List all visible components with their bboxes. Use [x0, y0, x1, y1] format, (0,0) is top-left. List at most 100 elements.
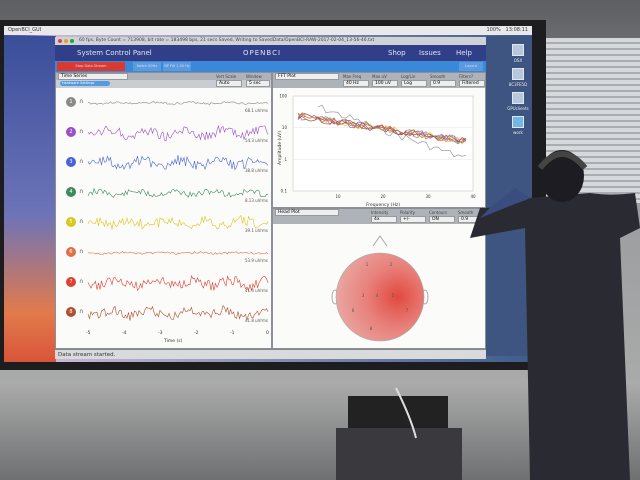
- control-select[interactable]: 40 Hz: [343, 80, 369, 87]
- headphone-impedance-icon[interactable]: ∩: [79, 218, 84, 225]
- issues-link[interactable]: Issues: [419, 49, 441, 57]
- menubar-app[interactable]: OpenBCI_GUI: [8, 27, 42, 33]
- desktop-wallpaper: [4, 36, 56, 362]
- widget-select[interactable]: FFT Plot: [275, 73, 339, 80]
- file-icon[interactable]: [512, 68, 524, 80]
- control-label: Polarity: [400, 210, 415, 215]
- channel-rms: 53.9 uVrms: [244, 258, 268, 263]
- control-select[interactable]: 0.9: [430, 80, 456, 87]
- fft-series-line: [297, 112, 467, 143]
- drive-icon[interactable]: [512, 44, 524, 56]
- channel-toggle-button[interactable]: 2: [66, 127, 76, 137]
- channel-toggle-button[interactable]: 7: [66, 277, 76, 287]
- control-select[interactable]: Log: [401, 80, 427, 87]
- fft-series-line: [297, 112, 467, 144]
- channel-rms: 8.13 uVrms: [244, 198, 268, 203]
- maximize-button[interactable]: [70, 39, 74, 43]
- control-select[interactable]: +/-: [400, 216, 426, 223]
- channel-toggle-button[interactable]: 4: [66, 187, 76, 197]
- x-tick-label: -1: [230, 331, 235, 336]
- control-label: Max Freq: [343, 74, 362, 79]
- control-select[interactable]: Filtered: [459, 80, 485, 87]
- channel-toggle-button[interactable]: 3: [66, 157, 76, 167]
- headphone-impedance-icon[interactable]: ∩: [79, 128, 84, 135]
- headphone-impedance-icon[interactable]: ∩: [79, 248, 84, 255]
- folder-icon[interactable]: [512, 116, 524, 128]
- hardware-settings-button[interactable]: Hardware Settings: [60, 81, 110, 86]
- channel-row: 1 ∩ 68.1 uVrms: [60, 89, 270, 117]
- channel-trace: [87, 214, 269, 230]
- file-icon[interactable]: [512, 92, 524, 104]
- x-axis-label: Frequency (Hz): [366, 202, 400, 208]
- time-series-traces: [87, 101, 269, 322]
- headphone-impedance-icon[interactable]: ∩: [79, 278, 84, 285]
- time-series-panel: Time Series Vert Scale Window Hardware S…: [55, 72, 272, 349]
- control-label: Log/Lin: [401, 74, 416, 79]
- vert-scale-select[interactable]: Auto: [216, 80, 242, 87]
- notch-filter-button[interactable]: Notch 60Hz: [133, 62, 161, 71]
- status-bar: Data stream started.: [55, 349, 486, 359]
- control-label: Intensity: [371, 210, 389, 215]
- layout-button[interactable]: Layout: [459, 62, 483, 71]
- desktop-icon-label: 8C3FE5D: [508, 82, 528, 87]
- electrode-label: 2: [390, 262, 393, 267]
- control-label: Max uV: [372, 74, 387, 79]
- headphone-impedance-icon[interactable]: ∩: [79, 188, 84, 195]
- head-plot-panel: Head Plot Intensity 4x Polarity +/- Contours…: [272, 208, 486, 349]
- channel-rms: 39.1 uVrms: [244, 228, 268, 233]
- person-wearing-eeg-headset: [470, 150, 640, 480]
- electrode-label: 6: [352, 308, 355, 313]
- channel-toggle-button[interactable]: 6: [66, 247, 76, 257]
- channel-row: 6 ∩ 53.9 uVrms: [60, 239, 270, 267]
- channel-row: 5 ∩ 39.1 uVrms: [60, 209, 270, 237]
- x-tick-label: 40: [470, 194, 476, 199]
- toolbar: Stop Data Stream Notch 60Hz BP Filt 1-50…: [55, 61, 486, 72]
- channel-toggle-button[interactable]: 1: [66, 97, 76, 107]
- electrode-label: 7: [406, 308, 409, 313]
- control-select[interactable]: 100 uV: [372, 80, 398, 87]
- channel-row: 7 ∩ 41.4 uVrms: [60, 269, 270, 297]
- stop-data-stream-button[interactable]: Stop Data Stream: [57, 62, 125, 71]
- control-select[interactable]: 4x: [371, 216, 397, 223]
- battery-status: 100%: [486, 27, 501, 33]
- electrode-label: 5: [392, 293, 395, 298]
- help-link[interactable]: Help: [456, 49, 472, 57]
- electrode-label: 1: [366, 262, 369, 267]
- head-plot-header: Head Plot Intensity 4x Polarity +/- Contours…: [273, 209, 485, 224]
- y-tick-label: 1: [284, 157, 287, 162]
- control-label: Smooth: [458, 210, 474, 215]
- x-tick-label: -2: [194, 331, 199, 336]
- shop-link[interactable]: Shop: [388, 49, 406, 57]
- window-select[interactable]: 5 sec: [246, 80, 270, 87]
- channel-rms: 38.8 uVrms: [244, 168, 268, 173]
- widget-select[interactable]: Time Series: [58, 73, 128, 80]
- control-label: Contours: [429, 210, 448, 215]
- channel-toggle-button[interactable]: 8: [66, 307, 76, 317]
- close-button[interactable]: [58, 39, 62, 43]
- channel-row: 4 ∩ 8.13 uVrms: [60, 179, 270, 207]
- window-title: 60 fps, Byte Count = 713908, bit rate = …: [79, 38, 375, 43]
- head-nose: [372, 235, 388, 247]
- x-tick-label: 30: [425, 194, 431, 199]
- y-tick-label: 10: [282, 125, 288, 130]
- mac-menubar: OpenBCI_GUI 100% 13:08:11: [4, 26, 532, 35]
- headphone-impedance-icon[interactable]: ∩: [79, 158, 84, 165]
- desktop-icon-label: work: [513, 130, 523, 135]
- control-select[interactable]: ON: [429, 216, 455, 223]
- widget-select[interactable]: Head Plot: [275, 209, 339, 216]
- desktop-icon-label: OSX: [513, 58, 523, 63]
- bandpass-filter-button[interactable]: BP Filt 1-50 Hz: [163, 62, 191, 71]
- control-label: Filters?: [459, 74, 474, 79]
- minimize-button[interactable]: [64, 39, 68, 43]
- channel-rms: 68.1 uVrms: [244, 108, 268, 113]
- system-control-panel-button[interactable]: System Control Panel: [77, 49, 152, 57]
- title-bar: 60 fps, Byte Count = 713908, bit rate = …: [55, 37, 486, 45]
- headphone-impedance-icon[interactable]: ∩: [79, 308, 84, 315]
- channel-trace: [87, 155, 269, 171]
- window-label: Window: [246, 74, 262, 79]
- y-tick-label: 0.1: [281, 189, 288, 194]
- openbci-window: 60 fps, Byte Count = 713908, bit rate = …: [55, 37, 486, 359]
- electrode-label: 4: [376, 293, 379, 298]
- channel-toggle-button[interactable]: 5: [66, 217, 76, 227]
- headphone-impedance-icon[interactable]: ∩: [79, 98, 84, 105]
